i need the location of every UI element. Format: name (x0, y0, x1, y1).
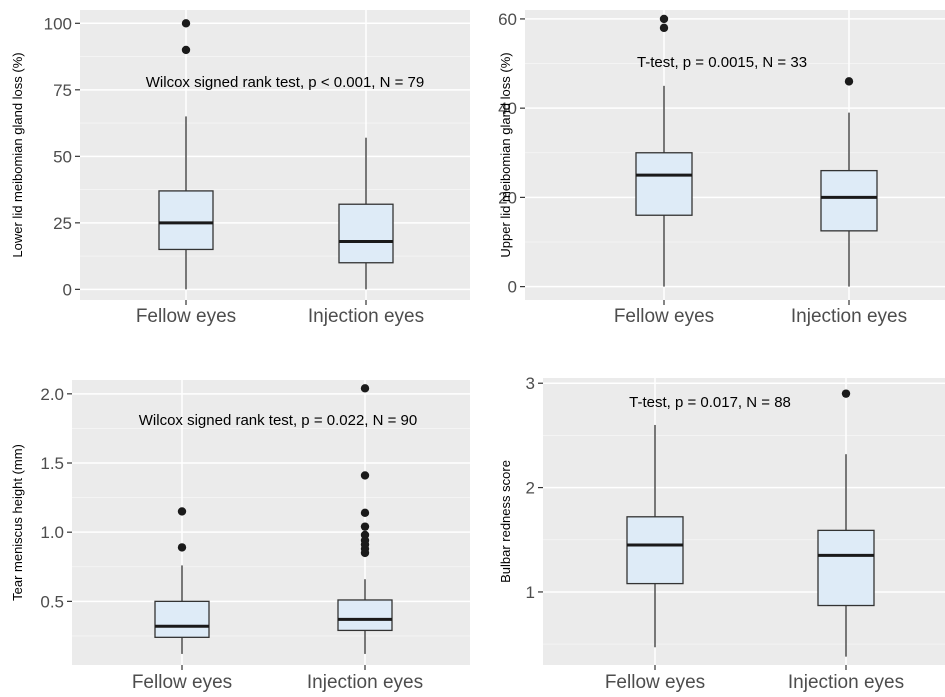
box-iqr (817, 529, 875, 607)
outlier-point (177, 507, 187, 516)
y-tick-label: 50 (53, 147, 72, 166)
x-tick-label: Injection eyes (788, 672, 904, 693)
chart-panel-2: 0 20 40 60 Fellow eyes Injection eyes Upper li… (498, 10, 945, 327)
outlier-point (360, 471, 370, 480)
outlier-point (360, 522, 370, 531)
y-tick-label: 0 (508, 278, 517, 297)
y-tick-label: 40 (498, 99, 517, 118)
plot-panel-background (543, 378, 945, 665)
y-tick-label: 1.5 (40, 454, 64, 473)
y-tick-label: 1.0 (40, 523, 64, 542)
stat-annotation: Wilcox signed rank test, p < 0.001, N = … (146, 74, 424, 91)
outlier-point (360, 530, 370, 540)
chart-panel-4: 1 2 3 Fellow eyes Injection eyes Bulbar redne… (498, 374, 945, 693)
box-iqr (635, 152, 693, 216)
plot-panel-background (525, 10, 945, 300)
y-tick-label: 0.5 (40, 592, 64, 611)
y-tick-label: 100 (44, 14, 72, 33)
chart-panel-1: 0 25 50 75 100 Fellow eyes Injection eyes Lower… (10, 10, 470, 327)
y-axis-title: Tear meniscus height (mm) (10, 444, 25, 601)
y-tick-label: 2 (526, 479, 535, 498)
y-axis-title: Bulbar redness score (498, 460, 513, 583)
outlier-point (844, 77, 854, 86)
box-iqr (337, 599, 393, 632)
outlier-point (659, 23, 669, 33)
y-axis-title: Upper lid meibomian gland loss (%) (498, 52, 513, 257)
chart-panel-3: 0.5 1.0 1.5 2.0 Fellow eyes Injection eyes Tea… (10, 380, 470, 693)
y-tick-label: 20 (498, 188, 517, 207)
x-tick-label: Injection eyes (307, 672, 423, 693)
box-iqr (158, 190, 214, 251)
outlier-point (841, 389, 851, 398)
box-iqr (626, 516, 684, 585)
box-iqr (820, 169, 878, 232)
y-tick-label: 3 (526, 374, 535, 393)
outlier-point (360, 508, 370, 518)
stat-annotation: Wilcox signed rank test, p = 0.022, N = … (139, 412, 417, 429)
outlier-point (659, 14, 669, 24)
stat-annotation: T-test, p = 0.0015, N = 33 (637, 54, 807, 71)
x-tick-label: Injection eyes (308, 306, 424, 327)
x-tick-label: Fellow eyes (136, 306, 236, 327)
y-tick-label: 25 (53, 214, 72, 233)
stat-annotation: T-test, p = 0.017, N = 88 (629, 394, 791, 411)
y-tick-label: 2.0 (40, 385, 64, 404)
x-tick-label: Fellow eyes (614, 306, 714, 327)
y-tick-label: 1 (526, 583, 535, 602)
y-tick-label: 60 (498, 10, 517, 29)
outlier-point (181, 45, 191, 55)
outlier-point (360, 384, 370, 393)
x-tick-label: Fellow eyes (605, 672, 705, 693)
x-tick-label: Fellow eyes (132, 672, 232, 693)
outlier-point (177, 543, 187, 552)
box-iqr (154, 600, 210, 638)
plot-panel-background (72, 380, 470, 665)
plot-panel-background (80, 10, 470, 300)
box-iqr (338, 203, 394, 264)
x-tick-label: Injection eyes (791, 306, 907, 327)
y-tick-label: 75 (53, 81, 72, 100)
y-tick-label: 0 (63, 280, 72, 299)
y-axis-title: Lower lid meibomian gland loss (%) (10, 52, 25, 257)
outlier-point (181, 19, 191, 28)
